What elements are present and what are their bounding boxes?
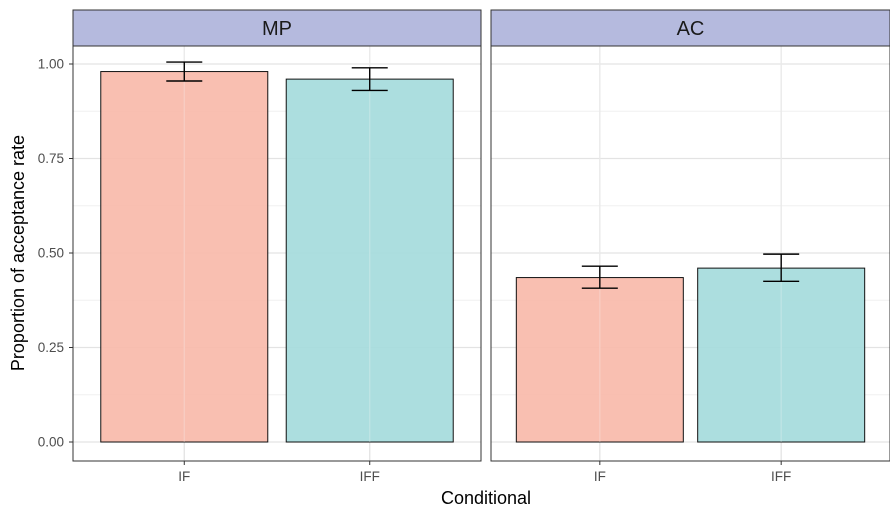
facet-strip (72, 9, 482, 47)
facet-panel-ac: AC IF IFF (490, 9, 890, 484)
y-tick-label: 0.00 (38, 435, 64, 450)
panel-border (490, 45, 890, 462)
bar-mp-iff (285, 78, 454, 443)
panel-border (72, 45, 482, 462)
y-tick-label: 0.75 (38, 151, 64, 166)
error-bar (581, 265, 618, 289)
x-tick-label: IFF (771, 469, 791, 484)
facet-panel-mp: MP IF IFF (72, 9, 482, 484)
error-bar (351, 67, 388, 92)
x-axis-title: Conditional (441, 488, 531, 508)
error-bar (763, 253, 800, 283)
x-tick-label: IFF (360, 469, 380, 484)
y-tick-label: 1.00 (38, 57, 64, 72)
error-bar (166, 61, 203, 82)
y-tick-label: 0.25 (38, 340, 64, 355)
y-axis: 0.00 0.25 0.50 0.75 1.00 (38, 57, 73, 450)
y-tick-label: 0.50 (38, 246, 64, 261)
y-axis-title: Proportion of acceptance rate (8, 135, 28, 371)
x-tick-label: IF (178, 469, 190, 484)
facet-strip-label: MP (262, 18, 292, 40)
facet-strip (490, 9, 890, 47)
facet-panels: MP IF IFF AC IF IFF (72, 9, 890, 484)
facet-strip-label: AC (677, 18, 705, 40)
bar-mp-if (100, 71, 269, 443)
x-tick-label: IF (594, 469, 606, 484)
bar-ac-iff (697, 267, 866, 443)
bar-ac-if (515, 277, 684, 443)
